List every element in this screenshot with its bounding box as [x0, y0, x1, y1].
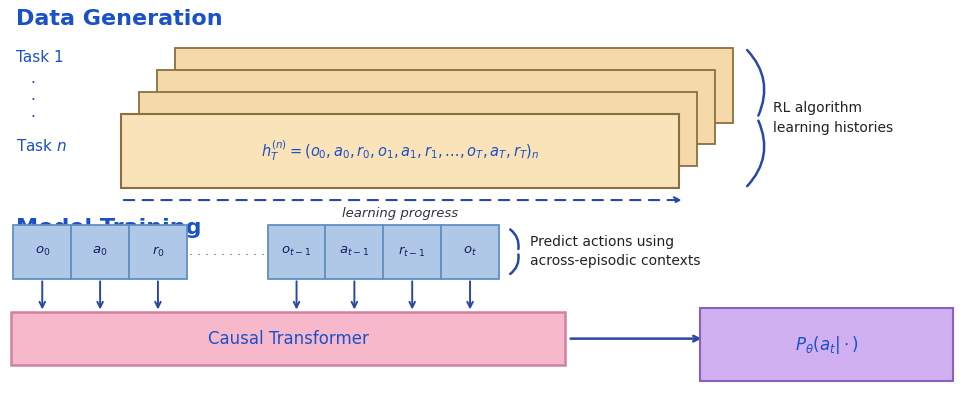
Text: Model Training: Model Training: [16, 218, 202, 238]
Text: $o_t$: $o_t$: [462, 245, 477, 258]
Text: $P_{\theta}(a_t|\cdot)$: $P_{\theta}(a_t|\cdot)$: [794, 334, 858, 356]
Text: learning progress: learning progress: [342, 207, 457, 220]
Text: $h_T^{(n)} = (o_0, a_0, r_0, o_1, a_1, r_1, \ldots, o_T, a_T, r_T)_n$: $h_T^{(n)} = (o_0, a_0, r_0, o_1, a_1, r…: [261, 138, 539, 163]
FancyBboxPatch shape: [441, 225, 498, 278]
Text: Data Generation: Data Generation: [16, 9, 223, 29]
Text: $r_0$: $r_0$: [151, 245, 164, 259]
Text: $o_{t-1}$: $o_{t-1}$: [281, 245, 311, 258]
FancyBboxPatch shape: [129, 225, 187, 278]
Text: Causal Transformer: Causal Transformer: [207, 330, 368, 348]
Text: Task 1: Task 1: [16, 49, 64, 64]
Text: $a_{t-1}$: $a_{t-1}$: [339, 245, 369, 258]
Text: . . . . . . . . . .: . . . . . . . . . .: [189, 245, 265, 258]
FancyBboxPatch shape: [326, 225, 383, 278]
Text: $o_0$: $o_0$: [35, 245, 49, 258]
Text: $r_{t-1}$: $r_{t-1}$: [398, 245, 425, 259]
FancyBboxPatch shape: [121, 114, 678, 188]
Text: RL algorithm
learning histories: RL algorithm learning histories: [772, 101, 892, 135]
Text: ·: ·: [31, 110, 36, 125]
FancyBboxPatch shape: [71, 225, 129, 278]
Text: ·: ·: [31, 76, 36, 92]
FancyBboxPatch shape: [267, 225, 326, 278]
FancyBboxPatch shape: [139, 92, 697, 166]
FancyBboxPatch shape: [174, 48, 733, 122]
FancyBboxPatch shape: [14, 225, 71, 278]
FancyBboxPatch shape: [700, 308, 952, 381]
Text: $a_0$: $a_0$: [92, 245, 108, 258]
FancyBboxPatch shape: [12, 312, 564, 365]
Text: Task $n$: Task $n$: [16, 138, 67, 154]
FancyBboxPatch shape: [383, 225, 441, 278]
FancyBboxPatch shape: [157, 70, 714, 145]
Text: ·: ·: [31, 93, 36, 108]
Text: Predict actions using
across-episodic contexts: Predict actions using across-episodic co…: [529, 235, 700, 268]
